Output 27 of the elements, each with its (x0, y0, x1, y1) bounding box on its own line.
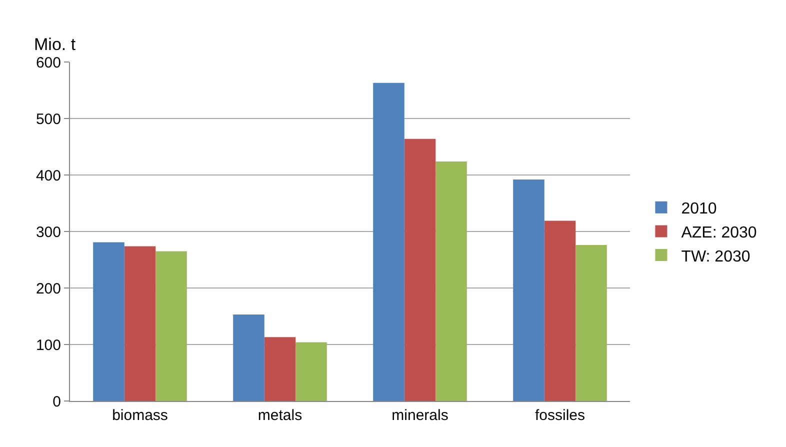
bar (264, 337, 296, 401)
legend-label: TW: 2030 (681, 248, 750, 266)
bar (93, 242, 124, 401)
x-tick-label: metals (258, 407, 302, 424)
bar (513, 180, 544, 401)
y-tick-label: 0 (52, 393, 61, 410)
bar (156, 251, 187, 401)
y-tick-label: 300 (36, 224, 61, 241)
legend-label: AZE: 2030 (681, 224, 757, 242)
x-tick-label: biomass (112, 407, 168, 424)
bar (576, 245, 607, 401)
legend-label: 2010 (681, 200, 717, 218)
bar (233, 314, 264, 401)
x-tick-label: fossiles (534, 407, 586, 424)
bar (373, 82, 404, 401)
bar (544, 220, 576, 401)
y-tick-label: 500 (36, 110, 61, 128)
bar (436, 161, 467, 401)
y-tick-label: 200 (36, 280, 61, 298)
y-tick-label: 400 (36, 167, 61, 184)
y-axis-title: Mio. t (34, 35, 76, 54)
bar (404, 138, 436, 401)
y-tick-label: 100 (36, 336, 61, 354)
bar (296, 342, 327, 401)
x-tick-label: minerals (392, 407, 448, 424)
y-tick-label: 600 (36, 54, 61, 72)
bar (124, 246, 156, 401)
